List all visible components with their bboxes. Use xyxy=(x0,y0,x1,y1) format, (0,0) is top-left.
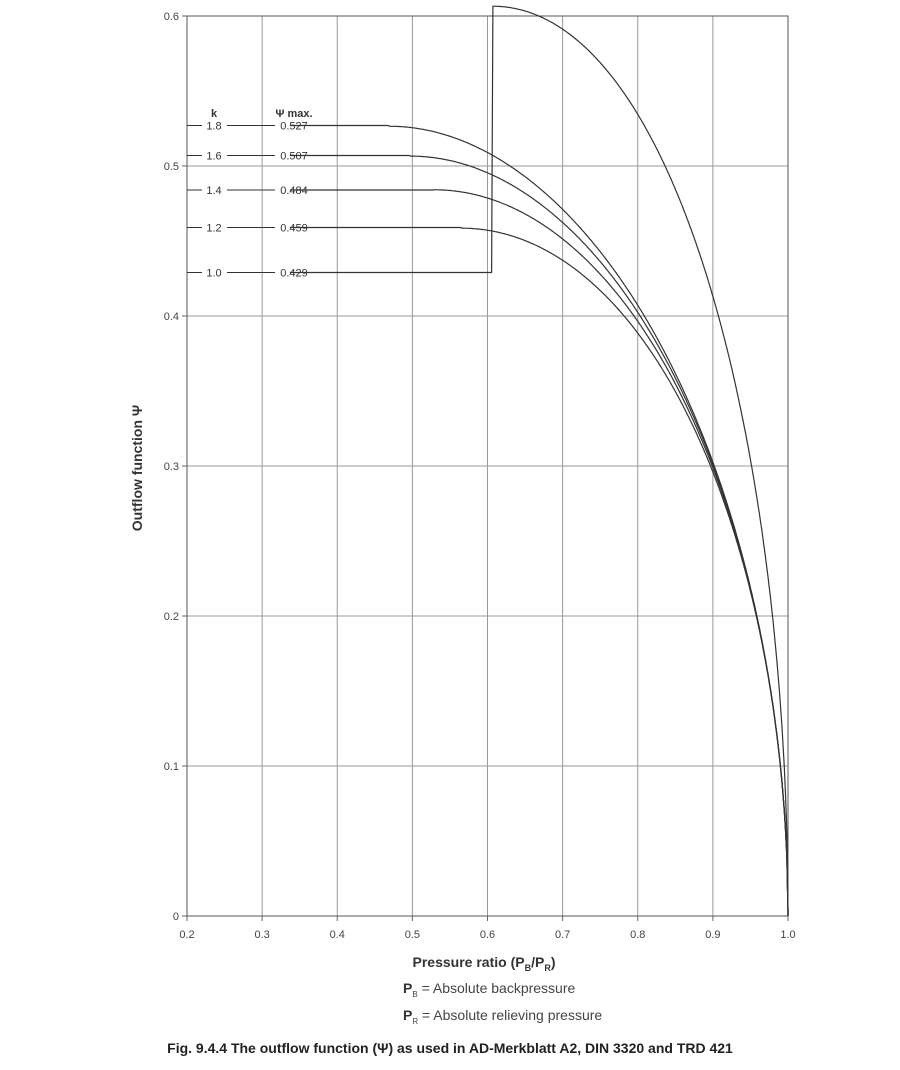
psi-max-label: 0.429 xyxy=(280,268,308,280)
legend-pb-symbol: P xyxy=(403,980,413,996)
axes xyxy=(182,15,789,921)
curve-k-1.6 xyxy=(289,154,789,916)
x-tick-label: 1.0 xyxy=(780,929,795,941)
x-tick-label: 0.8 xyxy=(630,929,645,941)
x-tick-label: 0.2 xyxy=(179,929,194,941)
table-header-psi-max: Ψ max. xyxy=(275,108,312,120)
y-tick-label: 0 xyxy=(173,911,179,923)
k-value-label: 1.4 xyxy=(206,185,221,197)
legend-pb-sub: B xyxy=(412,989,418,999)
curve-k-1.8 xyxy=(289,124,789,916)
psi-max-label: 0.484 xyxy=(280,185,308,197)
curve-k-1.0 xyxy=(289,5,789,916)
x-axis-title: Pressure ratio (PB/PR) xyxy=(413,954,556,973)
k-value-label: 1.2 xyxy=(206,223,221,235)
legend-pr-symbol: P xyxy=(403,1007,413,1023)
y-tick-label: 0.6 xyxy=(164,11,179,23)
y-tick-label: 0.4 xyxy=(164,311,179,323)
x-tick-labels: 0.2 0.3 0.4 0.5 0.6 0.7 0.8 0.9 1.0 xyxy=(179,929,795,941)
x-tick-label: 0.7 xyxy=(555,929,570,941)
series-curves xyxy=(289,5,789,916)
x-tick-label: 0.3 xyxy=(254,929,269,941)
k-value-label: 1.0 xyxy=(206,268,221,280)
curve-k-1.4 xyxy=(289,189,789,916)
x-tick-label: 0.5 xyxy=(405,929,420,941)
legend-relieving-pressure: PR = Absolute relieving pressure xyxy=(403,1007,602,1026)
y-tick-label: 0.1 xyxy=(164,761,179,773)
legend-pr-sub: R xyxy=(412,1016,419,1026)
x-tick-label: 0.6 xyxy=(480,929,495,941)
x-tick-label: 0.4 xyxy=(330,929,345,941)
psi-max-label: 0.459 xyxy=(280,223,308,235)
plot-frame xyxy=(186,15,789,917)
x-tick-label: 0.9 xyxy=(705,929,720,941)
grid xyxy=(186,15,789,917)
k-value-label: 1.8 xyxy=(206,121,221,133)
y-axis-title: Outflow function Ψ xyxy=(129,405,145,531)
psi-max-label: 0.507 xyxy=(280,151,308,163)
legend-pb-text: = Absolute backpressure xyxy=(421,980,576,996)
legend-pr-text: = Absolute relieving pressure xyxy=(422,1007,603,1023)
table-header-k: k xyxy=(211,108,218,120)
y-tick-label: 0.2 xyxy=(164,611,179,623)
legend-backpressure: PB = Absolute backpressure xyxy=(403,980,575,999)
curve-k-1.2 xyxy=(289,226,789,916)
k-value-label: 1.6 xyxy=(206,151,221,163)
y-tick-label: 0.5 xyxy=(164,161,179,173)
psi-max-table: k Ψ max. 1.8 0.527 1.6 0.507 1.4 0.484 1.2 0.45… xyxy=(187,108,313,280)
psi-max-label: 0.527 xyxy=(280,121,308,133)
y-tick-label: 0.3 xyxy=(164,461,179,473)
figure-caption: Fig. 9.4.4 The outflow function (Ψ) as u… xyxy=(167,1040,733,1056)
y-tick-labels: 0 0.1 0.2 0.3 0.4 0.5 0.6 xyxy=(164,11,179,923)
